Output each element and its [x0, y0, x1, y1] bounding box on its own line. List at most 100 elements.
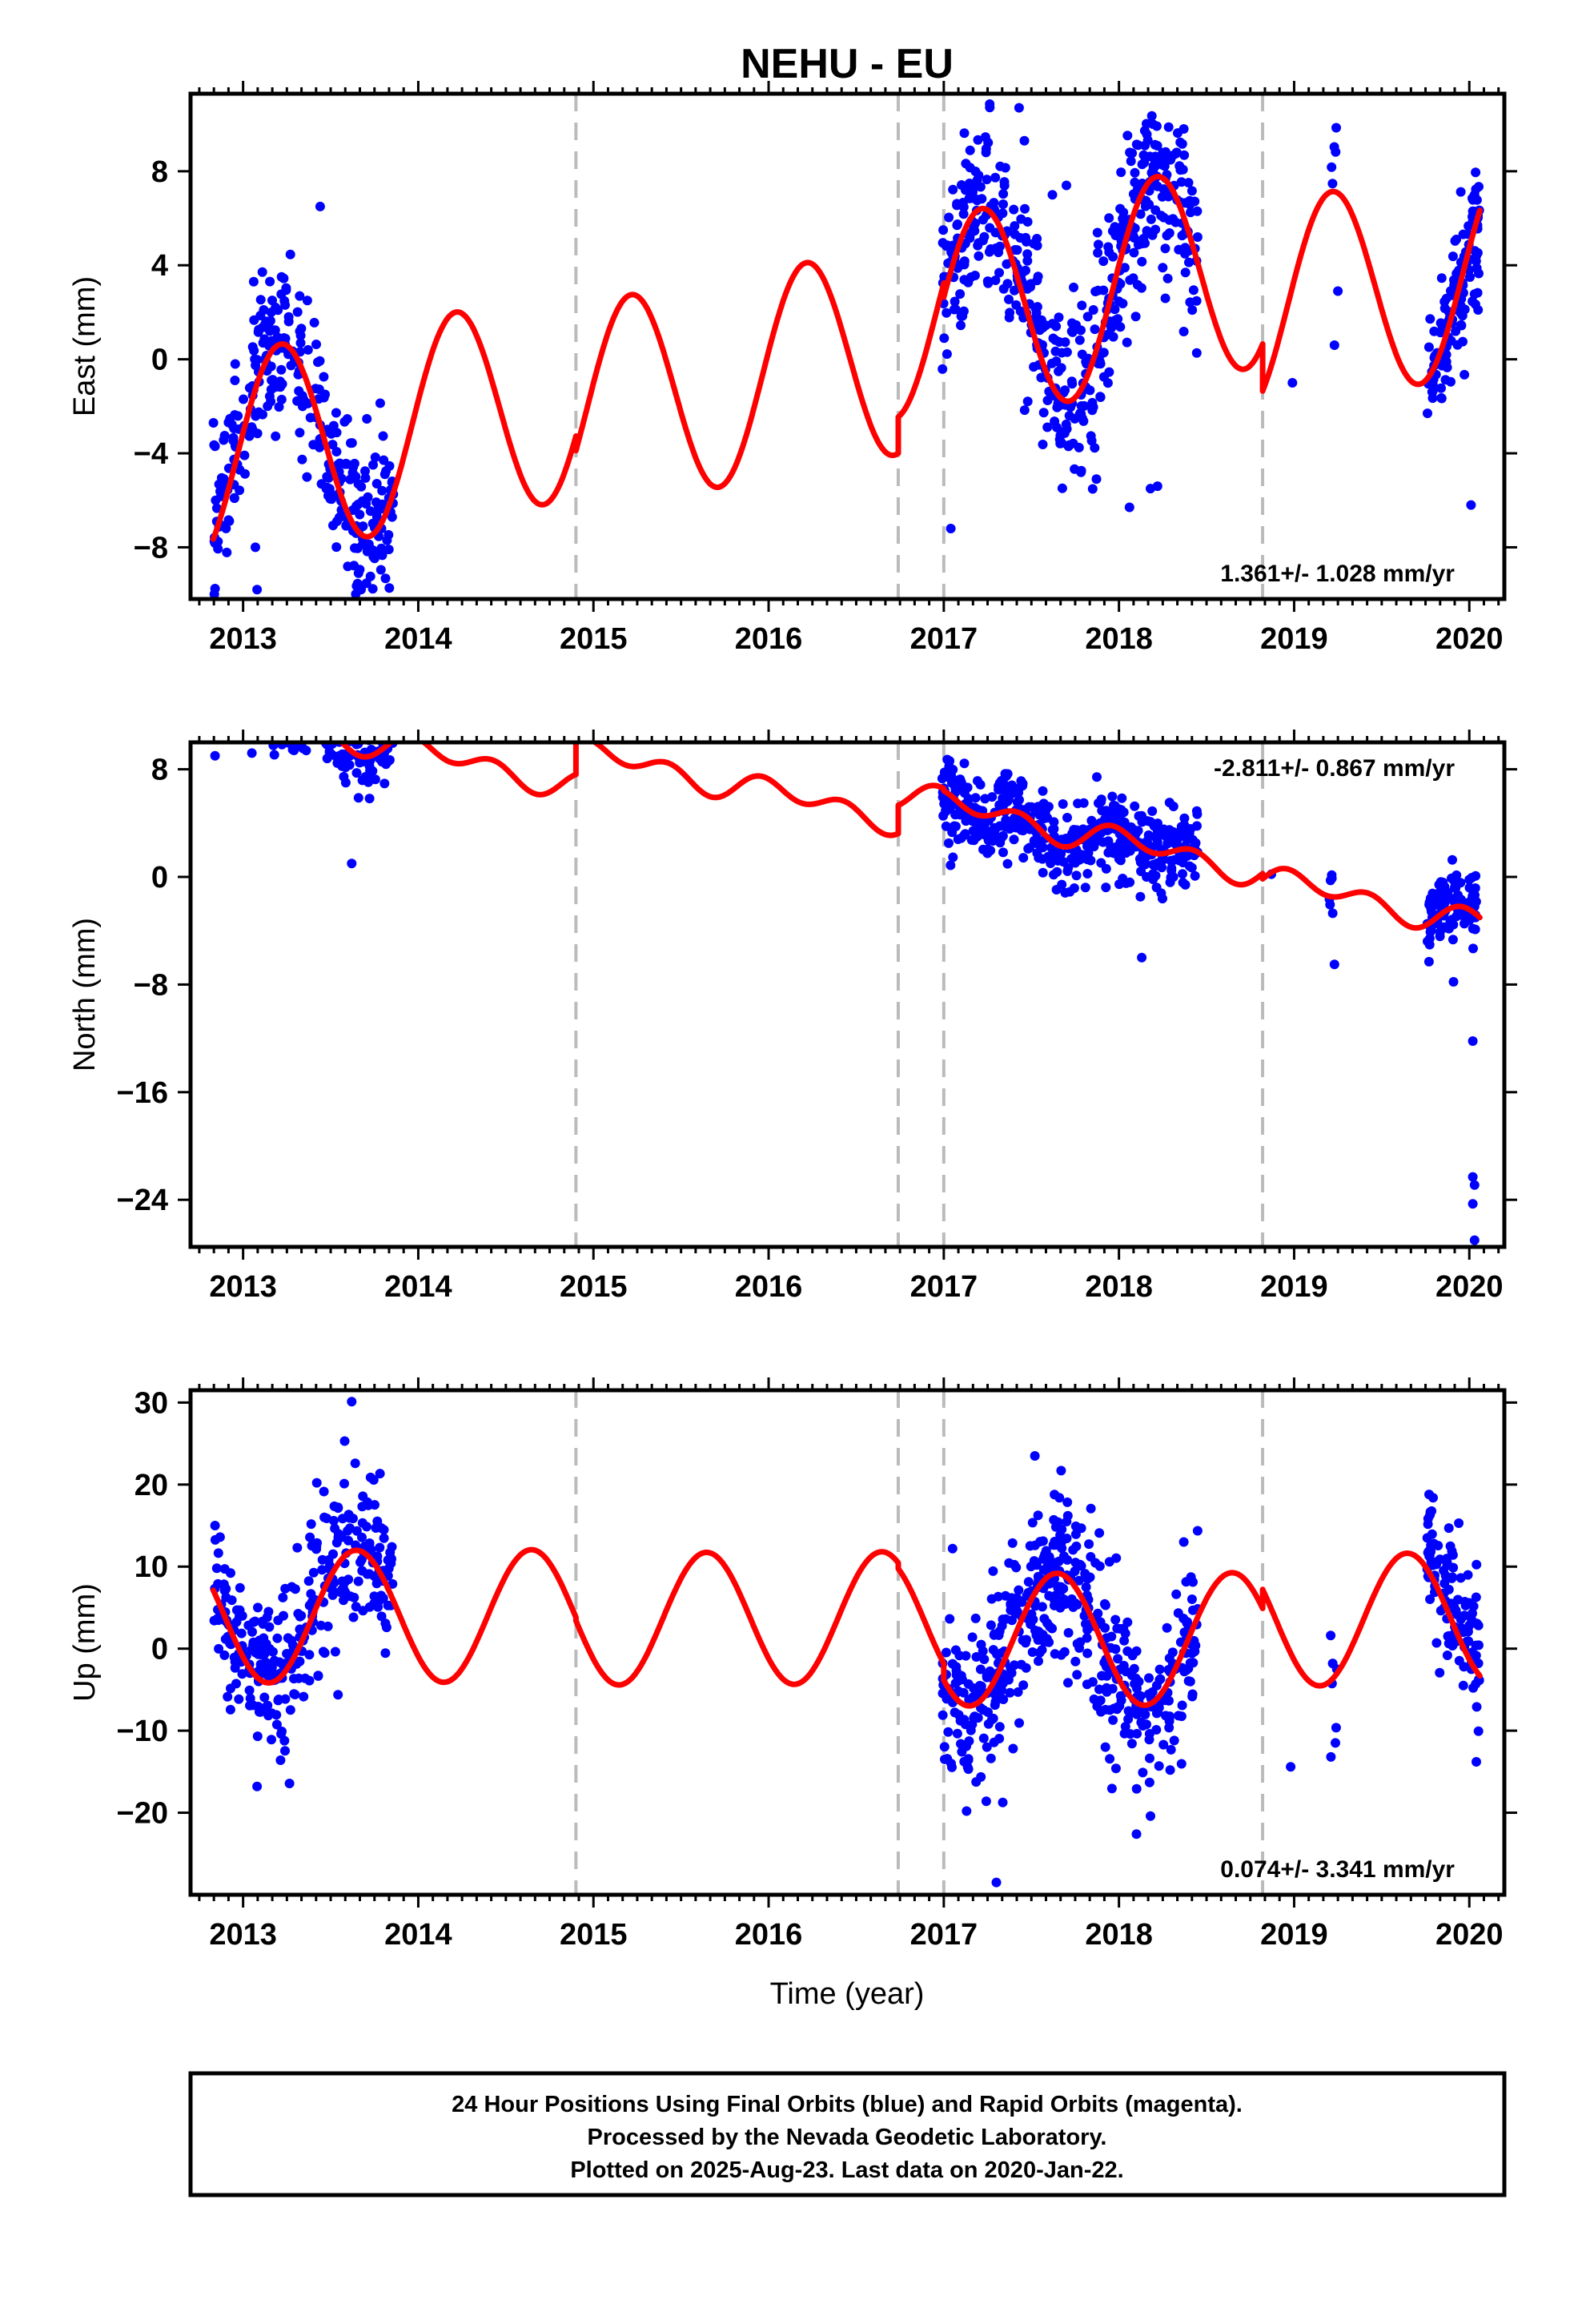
- data-point: [1448, 977, 1459, 987]
- data-point: [980, 794, 990, 804]
- data-point: [247, 725, 257, 734]
- data-point: [1473, 1726, 1484, 1736]
- data-point: [1423, 408, 1432, 419]
- data-point: [982, 848, 993, 858]
- data-point: [1181, 244, 1191, 255]
- data-point: [990, 172, 1001, 183]
- data-point: [1087, 397, 1098, 408]
- data-point: [250, 354, 260, 364]
- data-point: [1038, 786, 1048, 796]
- data-point: [353, 793, 363, 803]
- data-point: [973, 135, 983, 145]
- data-point: [238, 705, 247, 714]
- data-point: [1058, 799, 1068, 809]
- data-point: [319, 1648, 330, 1659]
- data-point: [994, 781, 1003, 791]
- data-point: [240, 722, 250, 731]
- data-point: [994, 267, 1004, 278]
- data-point: [297, 723, 307, 733]
- data-point: [351, 730, 360, 740]
- data-point: [327, 724, 337, 734]
- data-point: [279, 333, 289, 343]
- data-point: [223, 697, 233, 706]
- data-point: [381, 1622, 391, 1633]
- data-point: [215, 486, 225, 497]
- data-point: [369, 553, 379, 564]
- data-point: [1066, 402, 1076, 412]
- data-point: [319, 1512, 330, 1522]
- data-point: [1156, 855, 1166, 866]
- data-point: [1469, 1235, 1480, 1245]
- data-point: [1070, 464, 1080, 474]
- data-point: [988, 1713, 998, 1723]
- data-point: [1125, 275, 1135, 285]
- data-point: [245, 423, 255, 433]
- data-point: [233, 726, 243, 735]
- y-tick-label: 30: [135, 1386, 168, 1420]
- data-point: [339, 459, 350, 469]
- data-point: [209, 687, 219, 697]
- data-point: [972, 195, 982, 204]
- data-point: [1091, 474, 1102, 485]
- data-point: [280, 1746, 290, 1756]
- data-point: [990, 1700, 1000, 1711]
- data-point: [1114, 810, 1124, 821]
- data-point: [961, 1651, 971, 1661]
- data-point: [1148, 164, 1158, 175]
- x-tick-label: 2019: [1260, 622, 1328, 656]
- data-point: [255, 295, 266, 305]
- data-point: [308, 723, 318, 733]
- data-point: [1138, 1767, 1148, 1778]
- data-point: [351, 1526, 362, 1536]
- data-point: [275, 720, 285, 730]
- data-point: [1164, 798, 1174, 808]
- data-point: [248, 1639, 259, 1650]
- data-point: [223, 1691, 233, 1702]
- data-point: [956, 320, 966, 331]
- data-point: [1473, 305, 1484, 315]
- plot-frame: [188, 91, 1507, 601]
- data-point: [1093, 1608, 1103, 1618]
- data-point: [358, 521, 368, 532]
- data-point: [252, 1781, 263, 1791]
- data-point: [985, 223, 995, 233]
- data-point: [303, 1576, 314, 1586]
- data-point: [363, 730, 373, 739]
- data-point: [1331, 1738, 1340, 1748]
- data-point: [1016, 214, 1026, 224]
- data-point: [1050, 1649, 1060, 1659]
- data-point: [214, 685, 223, 694]
- y-axis-label: East (mm): [68, 276, 102, 416]
- data-point: [957, 259, 967, 270]
- data-point: [275, 727, 284, 737]
- data-point: [1158, 263, 1168, 273]
- data-point: [994, 1722, 1005, 1732]
- data-point: [1456, 1614, 1466, 1625]
- data-point: [1121, 878, 1131, 888]
- data-point: [1062, 813, 1072, 822]
- data-point: [293, 726, 303, 736]
- data-point: [287, 1582, 297, 1592]
- data-point: [298, 716, 307, 726]
- data-point: [377, 726, 387, 736]
- data-point: [939, 333, 950, 344]
- data-point: [1058, 427, 1068, 437]
- x-tick-label: 2020: [1435, 622, 1504, 656]
- data-point: [992, 1649, 1002, 1659]
- data-point: [332, 758, 343, 768]
- data-point: [1126, 1739, 1137, 1749]
- data-point: [991, 1877, 1002, 1888]
- data-point: [1087, 484, 1098, 494]
- x-tick-label: 2014: [384, 622, 452, 656]
- data-point: [219, 1579, 229, 1590]
- data-point: [1164, 1713, 1174, 1723]
- data-point: [307, 718, 317, 727]
- data-point: [1077, 300, 1087, 311]
- data-point: [1188, 1647, 1199, 1657]
- data-point: [1058, 857, 1069, 867]
- data-point: [269, 750, 279, 760]
- data-point: [1458, 1627, 1468, 1638]
- data-point: [280, 722, 290, 731]
- data-point: [237, 1610, 247, 1621]
